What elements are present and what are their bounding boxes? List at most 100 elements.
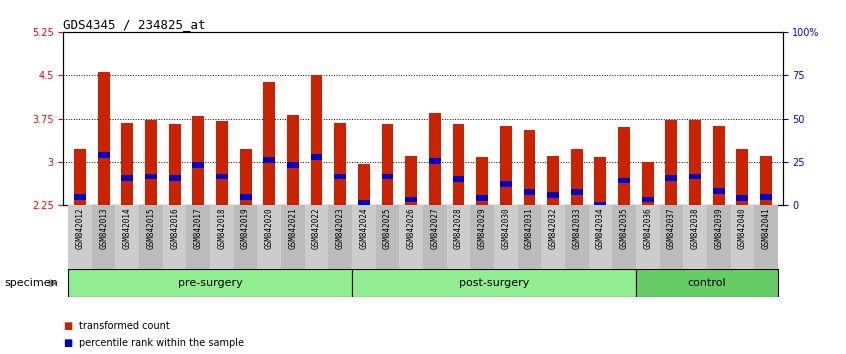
Bar <box>116 205 139 269</box>
Text: GSM842017: GSM842017 <box>194 207 203 249</box>
Bar <box>358 200 370 205</box>
Bar <box>636 269 777 297</box>
Bar <box>216 121 228 205</box>
Bar <box>447 205 470 269</box>
Bar <box>636 205 660 269</box>
Bar <box>547 192 559 198</box>
Text: GSM842041: GSM842041 <box>761 207 771 249</box>
Text: GSM842037: GSM842037 <box>667 207 676 249</box>
Text: GSM842023: GSM842023 <box>336 207 344 249</box>
Bar <box>571 149 583 205</box>
Bar <box>233 205 257 269</box>
Text: GSM842021: GSM842021 <box>288 207 298 249</box>
Bar <box>541 205 565 269</box>
Bar <box>263 82 275 205</box>
Text: GSM842040: GSM842040 <box>738 207 747 249</box>
Bar <box>145 173 157 179</box>
Bar <box>239 194 251 200</box>
Text: GSM842027: GSM842027 <box>431 207 439 249</box>
Text: GSM842032: GSM842032 <box>548 207 558 249</box>
Bar <box>376 205 399 269</box>
Text: GSM842014: GSM842014 <box>123 207 132 249</box>
Bar <box>310 154 322 160</box>
Bar <box>423 205 447 269</box>
Bar <box>707 205 730 269</box>
Bar <box>328 205 352 269</box>
Text: GSM842038: GSM842038 <box>690 207 700 249</box>
Text: GSM842020: GSM842020 <box>265 207 274 249</box>
Text: GSM842029: GSM842029 <box>478 207 486 249</box>
Bar <box>263 157 275 162</box>
Bar <box>334 122 346 205</box>
Bar <box>713 126 724 205</box>
Text: GSM842030: GSM842030 <box>502 207 510 249</box>
Bar <box>736 149 748 205</box>
Bar <box>122 175 133 181</box>
Bar <box>453 124 464 205</box>
Bar <box>382 173 393 179</box>
Bar <box>689 120 701 205</box>
Bar <box>405 196 417 202</box>
Bar <box>589 205 613 269</box>
Bar <box>98 72 110 205</box>
Text: GSM842012: GSM842012 <box>75 207 85 249</box>
Bar <box>500 126 512 205</box>
Bar <box>192 116 204 205</box>
Text: GSM842018: GSM842018 <box>217 207 227 249</box>
Bar <box>476 157 488 205</box>
Bar <box>476 195 488 201</box>
Bar <box>689 173 701 179</box>
Text: pre-surgery: pre-surgery <box>178 278 243 288</box>
Text: percentile rank within the sample: percentile rank within the sample <box>79 338 244 348</box>
Bar <box>216 173 228 179</box>
Text: GSM842024: GSM842024 <box>360 207 368 249</box>
Text: GSM842034: GSM842034 <box>596 207 605 249</box>
Bar <box>352 269 636 297</box>
Text: GSM842025: GSM842025 <box>383 207 392 249</box>
Bar <box>618 127 630 205</box>
Text: GSM842039: GSM842039 <box>714 207 723 249</box>
Text: GSM842031: GSM842031 <box>525 207 534 249</box>
Bar <box>287 115 299 205</box>
Bar <box>358 164 370 205</box>
Bar <box>305 205 328 269</box>
Bar <box>760 194 772 200</box>
Bar <box>281 205 305 269</box>
Bar <box>595 157 607 205</box>
Bar <box>571 189 583 195</box>
Bar <box>613 205 636 269</box>
Text: GSM842013: GSM842013 <box>99 207 108 249</box>
Bar <box>713 188 724 194</box>
Bar <box>666 120 678 205</box>
Bar <box>760 156 772 205</box>
Text: control: control <box>688 278 726 288</box>
Text: GSM842015: GSM842015 <box>146 207 156 249</box>
Text: GSM842035: GSM842035 <box>619 207 629 249</box>
Bar <box>660 205 684 269</box>
Bar <box>494 205 518 269</box>
Bar <box>139 205 162 269</box>
Bar <box>666 175 678 181</box>
Text: ■: ■ <box>63 321 73 331</box>
Bar <box>98 152 110 158</box>
Text: post-surgery: post-surgery <box>459 278 529 288</box>
Bar <box>618 178 630 183</box>
Text: transformed count: transformed count <box>79 321 169 331</box>
Text: GSM842026: GSM842026 <box>407 207 415 249</box>
Text: GSM842033: GSM842033 <box>572 207 581 249</box>
Bar <box>453 176 464 182</box>
Bar <box>684 205 707 269</box>
Bar <box>69 269 352 297</box>
Bar <box>310 75 322 205</box>
Bar <box>524 130 536 205</box>
Bar <box>92 205 116 269</box>
Text: GSM842016: GSM842016 <box>170 207 179 249</box>
Bar <box>642 162 654 205</box>
Text: GSM842036: GSM842036 <box>643 207 652 249</box>
Bar <box>595 202 607 208</box>
Bar <box>429 113 441 205</box>
Bar <box>399 205 423 269</box>
Text: GSM842022: GSM842022 <box>312 207 321 249</box>
Bar <box>429 158 441 164</box>
Bar <box>162 205 186 269</box>
